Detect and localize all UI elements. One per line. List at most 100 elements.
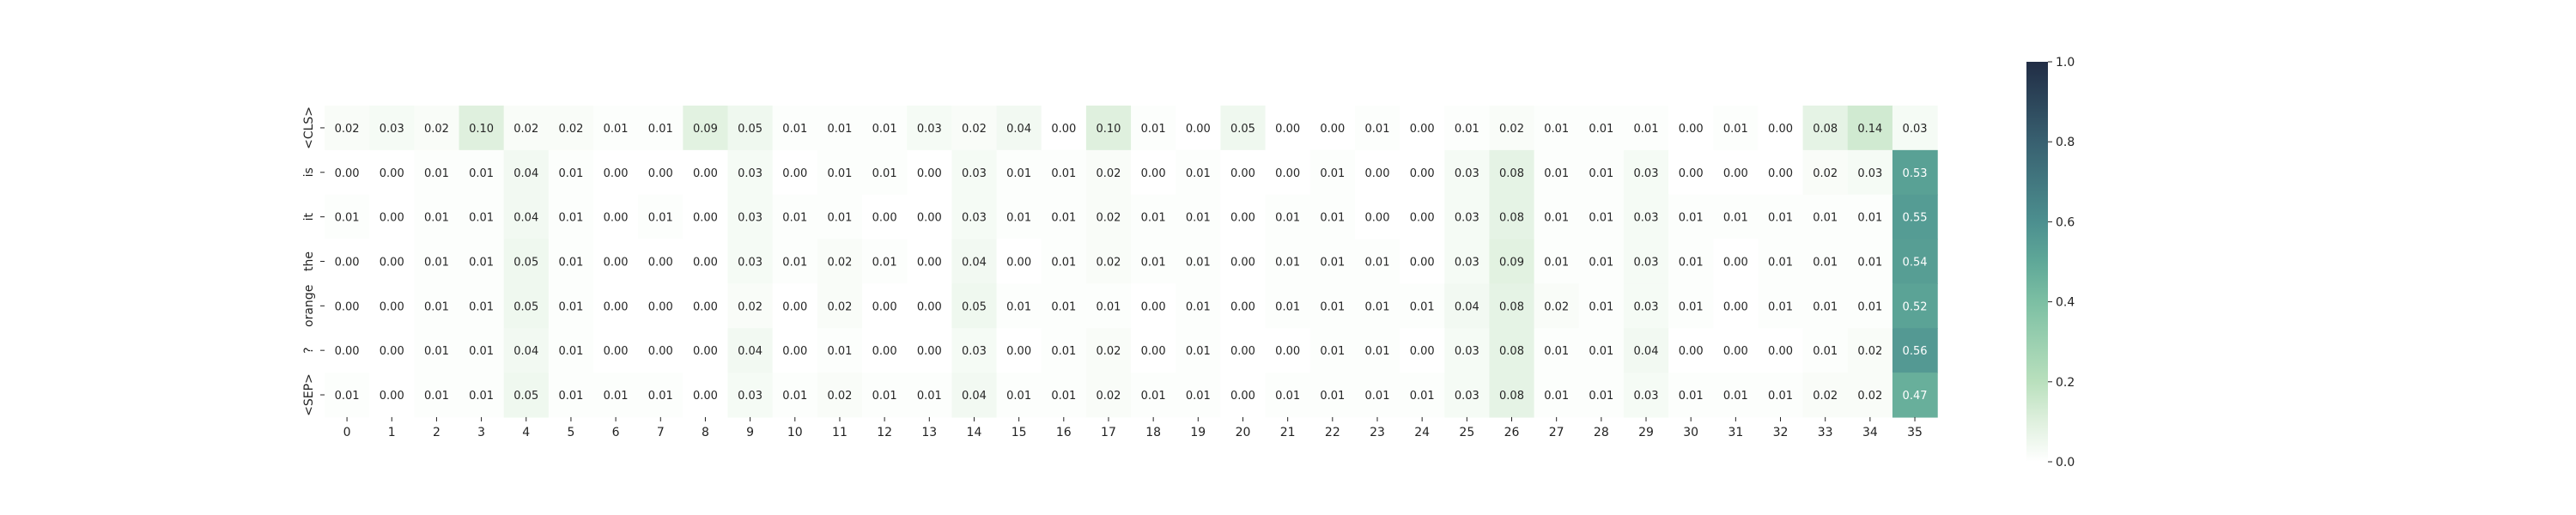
cell-value-label: 0.00	[1230, 390, 1255, 403]
heatmap-cell	[1354, 239, 1400, 284]
x-tick-label: 14	[967, 426, 982, 439]
heatmap-cell	[727, 373, 774, 418]
heatmap-cell	[369, 283, 415, 329]
heatmap-cell	[996, 283, 1042, 329]
cell-value-label: 0.01	[1186, 390, 1211, 403]
heatmap-cell	[996, 194, 1042, 240]
x-tick-label: 7	[657, 426, 665, 439]
heatmap-cell	[325, 283, 370, 329]
heatmap-cell	[1802, 239, 1849, 284]
cell-value-label: 0.01	[1410, 390, 1435, 403]
heatmap-cell	[593, 106, 639, 151]
cell-value-label: 0.01	[872, 167, 897, 180]
cell-value-label: 0.03	[1857, 167, 1882, 180]
heatmap-cell	[325, 373, 370, 418]
cell-value-label: 0.01	[1275, 300, 1300, 313]
heatmap-cell	[325, 106, 370, 151]
cell-value-label: 0.05	[962, 300, 987, 313]
cell-value-label: 0.01	[872, 256, 897, 269]
cell-value-label: 0.01	[1051, 167, 1076, 180]
heatmap-cell	[1041, 106, 1087, 151]
heatmap-cell	[862, 149, 908, 196]
cell-value-label: 0.01	[424, 256, 449, 269]
cell-value-label: 0.00	[1365, 212, 1390, 225]
cell-value-label: 0.01	[1589, 300, 1613, 313]
heatmap-cell	[1758, 373, 1804, 418]
cell-value-label: 0.01	[1723, 390, 1748, 403]
cell-value-label: 0.01	[558, 345, 583, 358]
cell-value-label: 0.01	[782, 256, 807, 269]
cell-value-label: 0.00	[917, 256, 942, 269]
heatmap-cell	[1444, 106, 1491, 151]
heatmap-cell	[1623, 373, 1669, 418]
heatmap-cell	[325, 328, 370, 373]
heatmap-cell	[1400, 328, 1445, 373]
heatmap-cell	[727, 283, 774, 329]
cell-value-label: 0.01	[1051, 256, 1076, 269]
cell-value-label: 0.01	[335, 212, 360, 225]
heatmap-cell	[683, 106, 729, 151]
heatmap-cell	[369, 106, 415, 151]
heatmap-cell	[503, 106, 550, 151]
heatmap-cell	[459, 328, 505, 373]
cell-value-label: 0.02	[1857, 345, 1882, 358]
x-axis-ticks: 0 1 2 3 4 5 6 7 8 9 10 11 12 13 14 15 16 17 18 19 20 21 22 23 24…	[343, 416, 1923, 439]
cell-value-label: 0.00	[782, 300, 807, 313]
heatmap-cell	[907, 149, 952, 196]
cell-value-label: 0.01	[1679, 390, 1704, 403]
cell-value-label: 0.03	[1455, 212, 1479, 225]
x-tick-label: 0	[343, 426, 351, 439]
heatmap-cell	[996, 149, 1042, 196]
heatmap-cell	[817, 239, 863, 284]
cell-value-label: 0.00	[1275, 345, 1300, 358]
cell-value-label: 0.56	[1903, 345, 1928, 358]
heatmap-cell	[1309, 328, 1356, 373]
heatmap-cell	[1131, 239, 1176, 284]
colorbar: 0.0 0.2 0.4 0.6 0.8 1.0	[2026, 56, 2075, 470]
x-tick-label: 4	[522, 426, 530, 439]
cell-value-label: 0.00	[335, 300, 360, 313]
heatmap-cell	[1758, 149, 1804, 196]
cell-value-label: 0.00	[1275, 123, 1300, 136]
x-tick-label: 16	[1056, 426, 1072, 439]
x-tick-label: 1	[388, 426, 396, 439]
cell-value-label: 0.00	[604, 345, 629, 358]
cell-value-label: 0.03	[1634, 212, 1659, 225]
cell-value-label: 0.03	[1634, 256, 1659, 269]
heatmap-cell	[459, 373, 505, 418]
heatmap-cell	[1623, 283, 1669, 329]
cell-value-label: 0.01	[782, 390, 807, 403]
cell-value-label: 0.01	[648, 123, 673, 136]
cell-value-label: 0.03	[738, 390, 762, 403]
y-tick-label: ?	[302, 347, 316, 353]
heatmap-cell	[459, 239, 505, 284]
cell-value-label: 0.04	[738, 345, 762, 358]
cell-value-label: 0.03	[738, 256, 762, 269]
cell-value-label: 0.01	[1857, 212, 1882, 225]
heatmap-cell	[1400, 149, 1445, 196]
x-tick-label: 30	[1683, 426, 1698, 439]
cell-value-label: 0.01	[827, 212, 852, 225]
heatmap-cell	[1758, 283, 1804, 329]
x-tick-label: 24	[1414, 426, 1430, 439]
heatmap-cell	[1176, 283, 1221, 329]
heatmap-cell	[1220, 106, 1267, 151]
cell-value-label: 0.01	[1141, 256, 1166, 269]
cell-value-label: 0.00	[1141, 300, 1166, 313]
heatmap-cell	[817, 328, 863, 373]
heatmap-cell	[862, 106, 908, 151]
y-tick-label: the	[302, 251, 316, 271]
heatmap-cell	[1220, 283, 1267, 329]
y-tick-label: it	[302, 212, 316, 221]
cell-value-label: 0.01	[1141, 123, 1166, 136]
cell-value-label: 0.01	[1320, 256, 1345, 269]
heatmap-cell	[1041, 194, 1087, 240]
cell-value-label: 0.01	[558, 212, 583, 225]
cell-value-label: 0.00	[380, 256, 404, 269]
cell-value-label: 0.05	[738, 123, 762, 136]
heatmap-cell	[1713, 283, 1759, 329]
cell-value-label: 0.01	[648, 390, 673, 403]
cell-value-label: 0.01	[1544, 256, 1569, 269]
cell-value-label: 0.02	[827, 256, 852, 269]
heatmap-cell	[683, 283, 729, 329]
